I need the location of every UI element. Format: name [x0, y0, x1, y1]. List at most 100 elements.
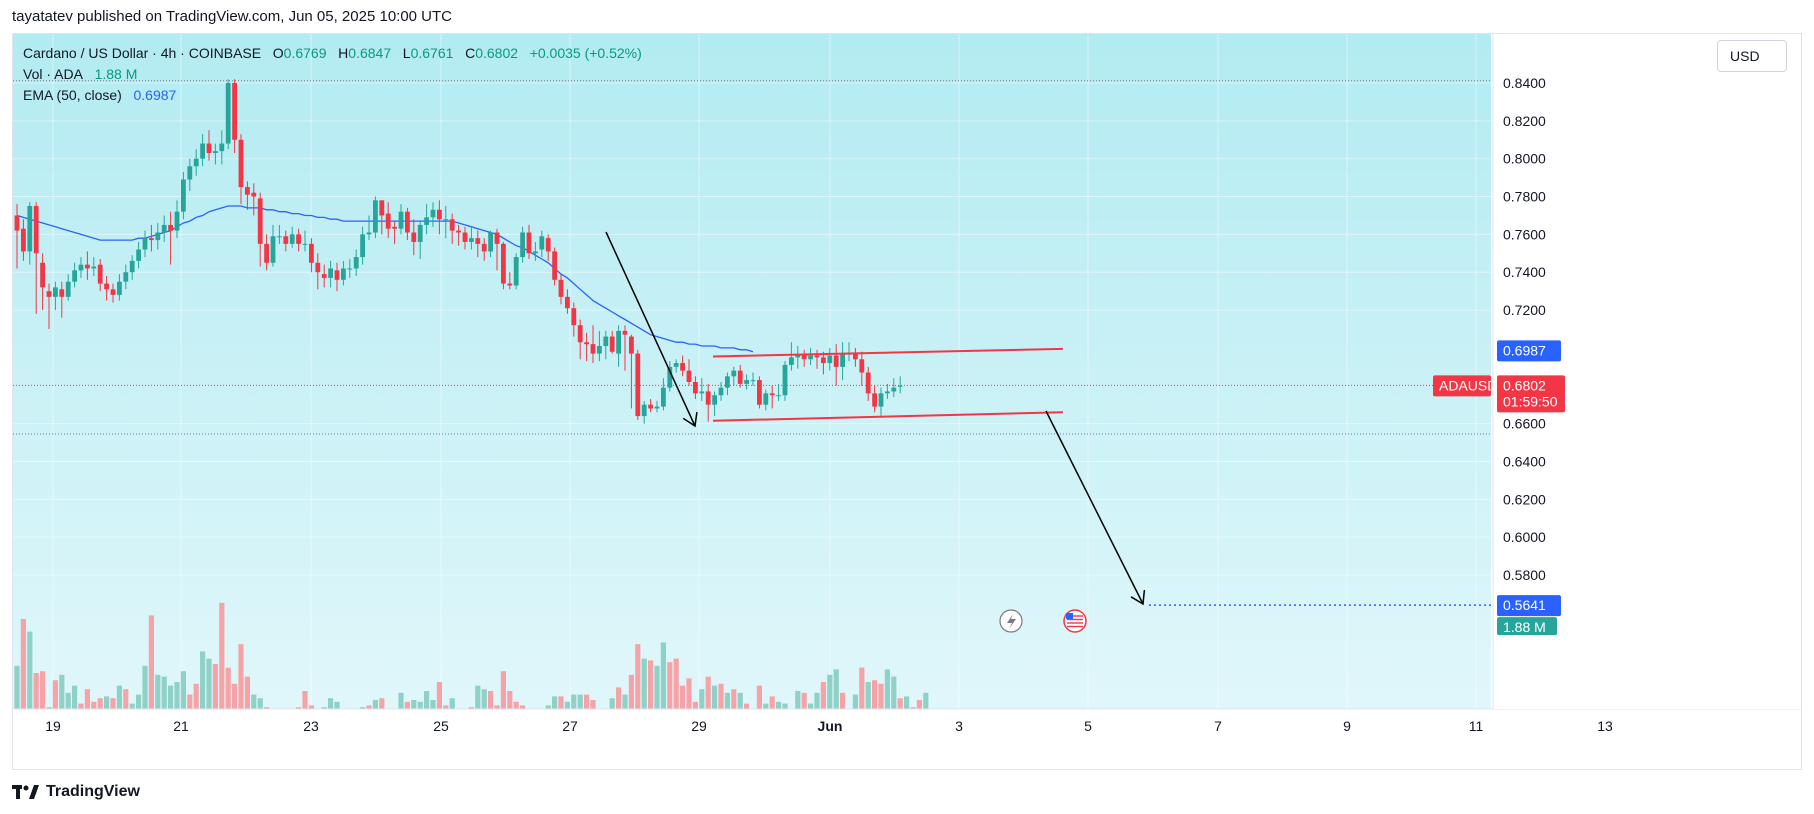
ema-legend[interactable]: EMA (50, close) 0.6987	[23, 87, 176, 103]
candle	[283, 230, 289, 252]
price-chart[interactable]: 19 21 23 25 27 29 Jun 3 5 7 9 11 13 0.8400 0.8200 0.800…	[13, 34, 1802, 770]
candle-body	[520, 232, 525, 258]
y-tick-label: 0.8200	[1503, 113, 1546, 129]
candle-body	[72, 270, 77, 282]
candle-body	[251, 192, 257, 197]
candle-body	[661, 387, 666, 407]
candle	[718, 381, 724, 401]
close-label: C	[465, 45, 476, 61]
candle-body	[827, 355, 833, 364]
open-value: 0.6769	[283, 45, 327, 61]
candle-body	[488, 232, 493, 252]
candle	[821, 351, 826, 375]
time-axis[interactable]	[13, 709, 1802, 770]
symbol-title[interactable]: Cardano / US Dollar · 4h · COINBASE	[23, 45, 262, 61]
chart-panel[interactable]: 19 21 23 25 27 29 Jun 3 5 7 9 11 13 0.8400 0.8200 0.800…	[12, 33, 1802, 770]
volume-bar	[827, 674, 833, 736]
candle	[398, 204, 404, 235]
candle-body	[341, 268, 346, 280]
candle	[552, 247, 557, 286]
channel-upper-line[interactable]	[712, 347, 1064, 358]
ema-line[interactable]	[16, 205, 754, 353]
last-price-badge-bg	[1497, 375, 1565, 413]
candle-body	[200, 143, 205, 159]
volume-bar	[52, 680, 58, 736]
candle	[648, 399, 653, 413]
candle	[78, 257, 84, 278]
candle	[238, 134, 244, 205]
candle	[545, 234, 551, 261]
arrow-down-1[interactable]	[605, 231, 696, 427]
candle	[731, 366, 737, 386]
volume-bar	[244, 676, 250, 736]
candle-body	[289, 234, 295, 244]
volume-bar	[859, 667, 865, 736]
candle-body	[654, 406, 660, 409]
candle-body	[65, 281, 71, 297]
candle-body	[597, 346, 602, 354]
last-price-badge-text: 01:59:50	[1503, 393, 1558, 409]
candle-body	[347, 268, 353, 270]
y-tick-label: 0.7800	[1503, 189, 1546, 205]
candle	[750, 372, 756, 386]
tradingview-logo[interactable]: TradingView	[12, 783, 140, 801]
candle-body	[430, 209, 436, 218]
candle-body	[725, 376, 730, 388]
currency-button[interactable]: USD	[1717, 40, 1787, 72]
candle	[174, 200, 180, 239]
candle-body	[123, 272, 129, 282]
candle	[341, 260, 346, 286]
candle	[814, 349, 820, 369]
candle	[891, 378, 897, 398]
flag-canton	[1066, 613, 1073, 619]
ema-value: 0.6987	[133, 87, 177, 103]
candle-body	[296, 234, 301, 244]
candle-body	[590, 344, 596, 354]
candle	[808, 347, 813, 365]
candle-body	[462, 232, 468, 242]
candle	[257, 192, 263, 267]
candle	[462, 226, 468, 250]
candle-body	[168, 224, 173, 231]
candle-body	[353, 257, 359, 269]
candle-body	[385, 213, 391, 229]
candle-body	[328, 268, 333, 278]
candle-body	[104, 283, 109, 290]
candle-body	[565, 296, 570, 309]
candle-body	[149, 238, 154, 241]
candle-body	[629, 336, 634, 354]
candle-body	[705, 391, 711, 405]
candle	[494, 228, 500, 271]
ema-label: EMA (50, close)	[23, 87, 122, 103]
candle-body	[283, 236, 289, 244]
candle	[590, 325, 596, 364]
target-price-badge-bg	[1497, 595, 1561, 617]
candle	[430, 202, 436, 227]
candle-body	[507, 283, 513, 286]
volume-legend[interactable]: Vol · ADA 1.88 M	[23, 66, 137, 82]
candle	[507, 272, 513, 290]
candle-body	[635, 353, 641, 417]
candle	[878, 387, 884, 417]
candle-body	[673, 363, 679, 367]
x-tick-label: 3	[955, 718, 963, 734]
candle	[693, 376, 698, 400]
channel-lower-line[interactable]	[712, 411, 1064, 422]
arrow-down-2[interactable]	[1045, 410, 1144, 605]
y-tick-label: 0.7400	[1503, 264, 1546, 280]
candle	[315, 253, 321, 290]
x-tick-label: 29	[691, 718, 707, 734]
candle	[661, 378, 666, 411]
x-tick-label: 19	[45, 718, 61, 734]
low-value: 0.6761	[410, 45, 454, 61]
candle-body	[424, 217, 429, 225]
candle-body	[373, 200, 378, 233]
candle-body	[360, 234, 365, 258]
candle	[897, 376, 903, 394]
low-label: L	[402, 45, 411, 61]
candle-body	[757, 380, 762, 405]
candle-body	[417, 224, 423, 242]
candle	[353, 249, 359, 277]
candle-body	[174, 211, 180, 231]
candle-body	[91, 266, 97, 269]
